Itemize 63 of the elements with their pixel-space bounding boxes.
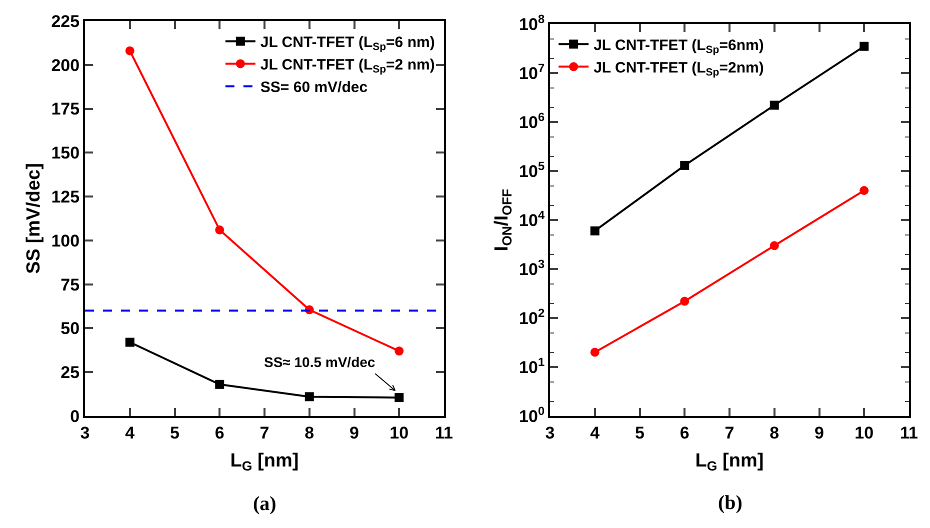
text: (a) xyxy=(253,493,276,515)
legend-label: JL CNT-TFET (L$_{Sp}$=6nm) xyxy=(594,37,764,56)
x-tick-label: 3 xyxy=(545,423,555,442)
point xyxy=(590,348,600,357)
x-tick-label: 7 xyxy=(724,423,734,442)
y-tick-label: 10$^{6}$ xyxy=(519,110,545,132)
y-tick-label: 0 xyxy=(70,406,80,426)
y-tick-label: 10$^{0}$ xyxy=(519,404,545,426)
y-axis-title: SS [mV/dec] xyxy=(24,163,45,274)
x-axis-title: L$_{G}$ [nm] xyxy=(695,450,764,474)
y-tick-label: 10$^{8}$ xyxy=(519,12,545,34)
point xyxy=(125,46,134,56)
legend-label: JL CNT-TFET (L$_{Sp}$=2nm) xyxy=(594,60,764,79)
x-tick-label: 9 xyxy=(814,423,824,442)
x-tick-label: 5 xyxy=(170,423,180,442)
point xyxy=(680,296,690,306)
y-tick-label: 10$^{3}$ xyxy=(519,256,545,279)
x-tick-label: 5 xyxy=(635,423,644,442)
y-tick-label: 100 xyxy=(51,231,80,250)
x-tick-label: 9 xyxy=(350,423,359,442)
y-tick-label: 150 xyxy=(51,144,80,163)
x-tick-label: 6 xyxy=(680,423,690,442)
x-tick-label: 3 xyxy=(80,423,90,442)
point xyxy=(680,160,690,170)
y-tick-label: 10$^{1}$ xyxy=(519,354,545,377)
legend-label: JL CNT-TFET (L$_{Sp}$=6 nm) xyxy=(260,34,435,54)
x-tick-label: 11 xyxy=(435,423,453,442)
y-tick-label: 125 xyxy=(51,188,80,207)
y-tick-label: 75 xyxy=(60,275,80,294)
text: (b) xyxy=(718,492,742,514)
point xyxy=(860,42,869,51)
y-tick-label: 200 xyxy=(51,56,80,75)
point xyxy=(590,226,600,236)
x-tick-label: 8 xyxy=(770,423,780,442)
y-tick-label: 50 xyxy=(60,319,80,338)
x-tick-label: 6 xyxy=(214,423,224,442)
point xyxy=(125,338,134,347)
annotation: SS≈ 10.5 mV/dec xyxy=(264,354,376,370)
y-tick-label: 10$^{7}$ xyxy=(519,60,545,83)
point xyxy=(215,380,224,389)
y-tick-label: 10$^{4}$ xyxy=(519,208,545,230)
x-tick-label: 7 xyxy=(260,423,270,442)
x-tick-label: 11 xyxy=(900,423,918,442)
y-tick-label: 225 xyxy=(51,12,80,31)
point xyxy=(215,225,224,234)
point xyxy=(860,186,869,195)
point xyxy=(770,241,779,250)
point xyxy=(394,346,404,356)
x-tick-label: 10 xyxy=(854,423,874,442)
point xyxy=(770,100,779,110)
x-axis-title: L$_{G}$ [nm] xyxy=(230,450,299,474)
x-tick-label: 8 xyxy=(304,423,314,442)
y-tick-label: 10$^{2}$ xyxy=(519,306,545,328)
legend-label: SS= 60 mV/dec xyxy=(260,79,368,96)
y-tick-label: 25 xyxy=(60,363,80,382)
point xyxy=(304,392,314,402)
y-tick-label: 175 xyxy=(51,100,80,119)
x-tick-label: 4 xyxy=(125,423,136,442)
x-tick-label: 4 xyxy=(590,423,600,442)
legend-label: JL CNT-TFET (L$_{Sp}$=2 nm) xyxy=(260,56,435,76)
x-tick-label: 10 xyxy=(390,423,409,442)
point xyxy=(394,393,404,402)
y-tick-label: 10$^{5}$ xyxy=(519,158,545,181)
